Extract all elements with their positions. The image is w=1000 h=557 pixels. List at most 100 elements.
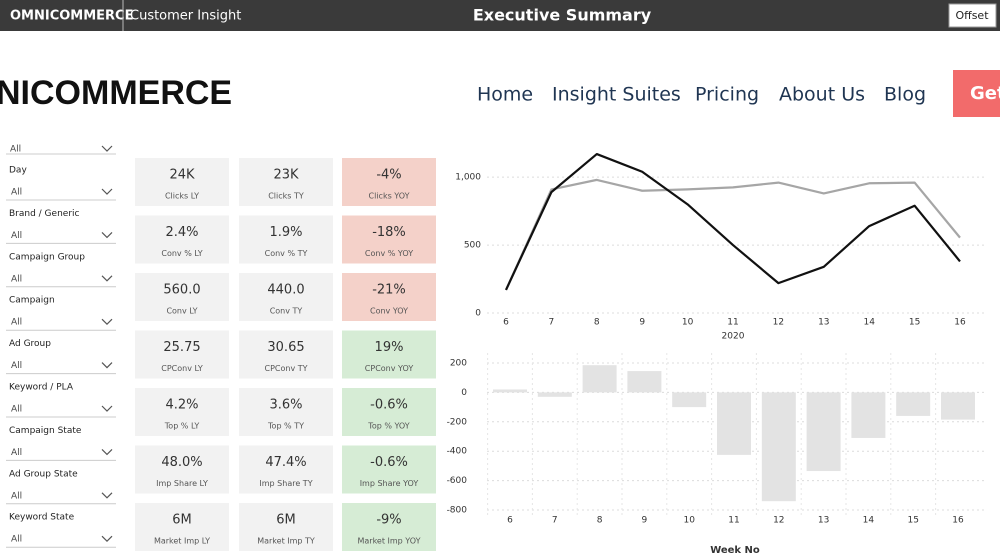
kpi-value: -0.6% — [370, 398, 408, 413]
filter-value[interactable]: All — [10, 145, 21, 155]
chevron[interactable] — [101, 448, 113, 456]
cta-label[interactable]: Get — [970, 83, 1000, 104]
x-tick-label: 16 — [952, 516, 964, 526]
kpi-value: 1.9% — [269, 225, 302, 240]
filter-label: Day — [9, 166, 27, 176]
kpi-value: 3.6% — [269, 398, 302, 413]
bar — [761, 392, 796, 502]
filter-label: Brand / Generic — [9, 209, 80, 219]
x-tick-label: 12 — [773, 318, 784, 328]
y-tick-label: -400 — [447, 447, 468, 457]
filter-value[interactable]: All — [11, 231, 22, 241]
filter-label: Keyword / PLA — [9, 383, 74, 393]
kpi-label: Conv LY — [166, 307, 197, 316]
bar — [582, 365, 617, 393]
kpi-card — [239, 445, 333, 494]
kpi-card — [135, 445, 229, 494]
kpi-card — [239, 330, 333, 379]
x-tick-label: 16 — [954, 318, 966, 328]
bar — [537, 392, 572, 397]
kpi-label: Top % LY — [164, 422, 200, 431]
kpi-value: 4.2% — [165, 398, 198, 413]
chevron[interactable] — [101, 362, 113, 369]
kpi-label: Imp Share TY — [259, 479, 312, 488]
chevron[interactable] — [101, 188, 113, 195]
chevron[interactable] — [101, 535, 113, 543]
x-tick-label: 15 — [909, 318, 920, 328]
kpi-value: -18% — [372, 225, 406, 240]
kpi-card — [239, 215, 333, 264]
offset-button-label[interactable]: Offset — [955, 9, 989, 22]
x-tick-label: 10 — [683, 516, 695, 526]
bar — [806, 392, 841, 472]
nav-link[interactable]: About Us — [779, 84, 865, 106]
filter-value[interactable]: All — [11, 274, 22, 284]
x-tick-label: 10 — [682, 318, 694, 328]
x-tick-label: 6 — [503, 318, 509, 328]
kpi-card — [342, 215, 436, 264]
app-name: Customer Insight — [130, 9, 241, 24]
filter-value[interactable]: All — [11, 318, 22, 328]
filter-value[interactable]: All — [11, 535, 22, 545]
x-tick-label: 12 — [773, 516, 784, 526]
kpi-label: CPConv YOY — [365, 364, 414, 373]
x-tick-label: 7 — [552, 516, 558, 526]
bar — [941, 392, 975, 420]
kpi-card — [135, 215, 229, 264]
y-tick-label: 0 — [461, 388, 467, 398]
kpi-value: 19% — [375, 340, 404, 355]
nav-link[interactable]: Blog — [884, 84, 926, 106]
kpi-label: Market Imp LY — [154, 537, 210, 546]
filter-value[interactable]: All — [11, 491, 22, 501]
bar — [851, 392, 886, 438]
x-axis-label: Week No — [710, 545, 760, 556]
x-tick-label: 8 — [597, 516, 603, 526]
kpi-value: -9% — [376, 513, 401, 528]
kpi-card — [135, 388, 229, 436]
filter-label: Campaign Group — [9, 252, 85, 262]
x-tick-label: 13 — [818, 318, 829, 328]
kpi-label: Conv YOY — [370, 307, 408, 316]
kpi-label: Conv % YOY — [365, 249, 413, 258]
bar — [493, 389, 527, 393]
filter-value[interactable]: All — [11, 448, 22, 458]
y-tick-label: -600 — [447, 476, 468, 486]
chevron[interactable] — [101, 405, 113, 412]
kpi-value: 6M — [172, 513, 192, 528]
nav-link[interactable]: Home — [477, 84, 533, 106]
nav-link[interactable]: Pricing — [695, 84, 759, 106]
chevron[interactable] — [101, 318, 113, 326]
line-series — [504, 178, 961, 291]
kpi-label: Clicks TY — [268, 192, 304, 201]
top-logo: OMNICOMMERCE — [10, 9, 133, 24]
x-group-label: 2020 — [722, 332, 745, 342]
kpi-label: CPConv LY — [161, 364, 203, 373]
bar — [672, 392, 707, 408]
kpi-value: -4% — [376, 168, 401, 183]
cta-button[interactable] — [953, 70, 1000, 117]
kpi-label: Imp Share YOY — [360, 479, 419, 488]
kpi-label: Clicks LY — [165, 192, 199, 201]
chevron[interactable] — [101, 275, 113, 282]
kpi-card — [342, 503, 436, 551]
top-bar — [0, 0, 1000, 31]
chevron[interactable] — [101, 492, 113, 499]
kpi-value: 25.75 — [163, 340, 200, 355]
kpi-card — [342, 158, 436, 206]
filter-value[interactable]: All — [11, 405, 22, 415]
y-tick-label: -200 — [447, 417, 468, 427]
nav-link[interactable]: Insight Suites — [552, 84, 681, 106]
filter-value[interactable]: All — [11, 188, 22, 198]
filter-value[interactable]: All — [11, 361, 22, 371]
bar — [717, 392, 751, 455]
kpi-label: CPConv TY — [264, 364, 307, 373]
y-tick-label: 500 — [464, 241, 481, 251]
filter-label: Keyword State — [9, 513, 75, 523]
chevron[interactable] — [101, 231, 113, 239]
offset-button[interactable] — [948, 3, 997, 28]
chevron[interactable] — [101, 145, 113, 152]
kpi-label: Market Imp TY — [257, 537, 315, 546]
bar — [627, 371, 662, 393]
kpi-label: Market Imp YOY — [357, 537, 420, 546]
